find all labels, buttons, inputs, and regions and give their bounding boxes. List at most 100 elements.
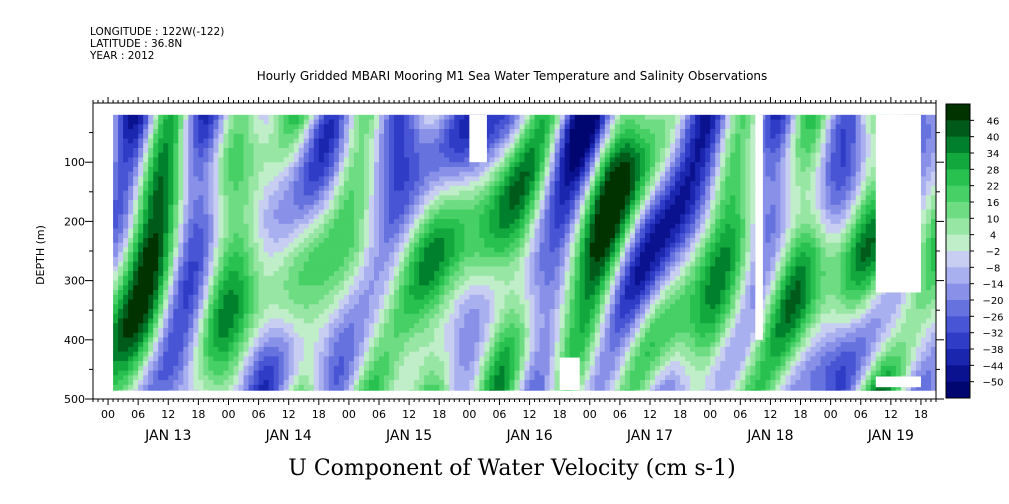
- heatmap-cell: [449, 195, 455, 201]
- heatmap-cell: [178, 138, 184, 144]
- heatmap-cell: [358, 261, 365, 267]
- heatmap-cell: [489, 370, 496, 376]
- heatmap-cell: [198, 294, 204, 301]
- heatmap-cell: [153, 346, 159, 353]
- heatmap-cell: [509, 275, 516, 282]
- heatmap-cell: [298, 181, 305, 187]
- heatmap-cell: [499, 271, 506, 277]
- heatmap-cell: [278, 200, 285, 206]
- heatmap-cell: [464, 280, 470, 286]
- heatmap-cell: [168, 370, 174, 376]
- heatmap-cell: [379, 138, 385, 144]
- heatmap-cell: [128, 190, 134, 196]
- heatmap-cell: [158, 133, 164, 140]
- heatmap-cell: [243, 256, 250, 263]
- heatmap-cell: [198, 152, 204, 159]
- heatmap-cell: [183, 114, 189, 121]
- heatmap-cell: [363, 143, 370, 149]
- heatmap-cell: [148, 337, 154, 343]
- heatmap-cell: [123, 275, 129, 282]
- heatmap-cell: [328, 228, 335, 234]
- heatmap-cell: [459, 119, 465, 125]
- heatmap-cell: [509, 261, 516, 267]
- heatmap-cell: [439, 294, 445, 301]
- heatmap-cell: [193, 290, 199, 296]
- heatmap-cell: [313, 166, 320, 173]
- heatmap-cell: [439, 266, 445, 272]
- heatmap-cell: [459, 337, 465, 343]
- heatmap-cell: [248, 200, 255, 206]
- heatmap-cell: [399, 204, 405, 211]
- heatmap-cell: [208, 342, 215, 348]
- heatmap-cell: [479, 271, 485, 277]
- heatmap-cell: [479, 214, 485, 220]
- heatmap-cell: [454, 309, 460, 315]
- heatmap-cell: [118, 351, 124, 357]
- heatmap-cell: [168, 266, 174, 272]
- heatmap-cell: [203, 223, 210, 230]
- heatmap-cell: [193, 129, 199, 135]
- heatmap-cell: [434, 280, 440, 286]
- heatmap-cell: [389, 365, 395, 372]
- heatmap-cell: [243, 384, 250, 391]
- heatmap-cell: [273, 342, 280, 348]
- heatmap-cell: [459, 195, 465, 201]
- heatmap-cell: [333, 223, 340, 230]
- heatmap-cell: [308, 285, 315, 291]
- heatmap-cell: [293, 147, 300, 154]
- heatmap-cell: [173, 332, 179, 339]
- heatmap-cell: [424, 346, 430, 353]
- heatmap-cell: [474, 233, 480, 239]
- heatmap-cell: [358, 171, 365, 178]
- heatmap-cell: [288, 237, 295, 244]
- heatmap-cell: [303, 261, 310, 267]
- heatmap-cell: [509, 290, 516, 296]
- heatmap-cell: [258, 233, 265, 239]
- heatmap-cell: [343, 375, 350, 381]
- heatmap-cell: [308, 223, 315, 230]
- heatmap-cell: [474, 162, 480, 168]
- heatmap-cell: [524, 389, 531, 391]
- heatmap-cell: [459, 361, 465, 367]
- heatmap-cell: [389, 380, 395, 386]
- heatmap-cell: [203, 256, 210, 263]
- heatmap-cell: [379, 290, 385, 296]
- heatmap-cell: [424, 166, 430, 173]
- heatmap-cell: [504, 370, 511, 376]
- heatmap-cell: [343, 114, 350, 121]
- heatmap-cell: [374, 252, 380, 258]
- heatmap-cell: [479, 309, 485, 315]
- heatmap-cell: [439, 166, 445, 173]
- heatmap-cell: [504, 365, 511, 372]
- heatmap-cell: [499, 342, 506, 348]
- heatmap-cell: [243, 176, 250, 182]
- heatmap-cell: [123, 200, 129, 206]
- heatmap-cell: [479, 237, 485, 244]
- heatmap-cell: [469, 304, 475, 310]
- heatmap-cell: [399, 299, 405, 305]
- heatmap-cell: [464, 323, 470, 329]
- heatmap-cell: [474, 337, 480, 343]
- heatmap-cell: [193, 138, 199, 144]
- heatmap-cell: [233, 327, 240, 334]
- heatmap-cell: [524, 185, 531, 192]
- heatmap-cell: [173, 195, 179, 201]
- heatmap-cell: [208, 299, 215, 305]
- heatmap-cell: [469, 228, 475, 234]
- heatmap-cell: [153, 214, 159, 220]
- heatmap-cell: [504, 384, 511, 391]
- heatmap-cell: [489, 133, 496, 140]
- heatmap-cell: [439, 200, 445, 206]
- heatmap-cell: [479, 204, 485, 211]
- heatmap-cell: [283, 114, 290, 121]
- heatmap-cell: [318, 219, 325, 225]
- heatmap-cell: [218, 309, 225, 315]
- heatmap-cell: [348, 233, 355, 239]
- heatmap-cell: [353, 356, 360, 362]
- heatmap-cell: [258, 337, 265, 343]
- heatmap-cell: [248, 290, 255, 296]
- heatmap-cell: [484, 323, 491, 329]
- heatmap-cell: [384, 143, 390, 149]
- heatmap-cell: [133, 204, 139, 211]
- heatmap-cell: [469, 176, 475, 182]
